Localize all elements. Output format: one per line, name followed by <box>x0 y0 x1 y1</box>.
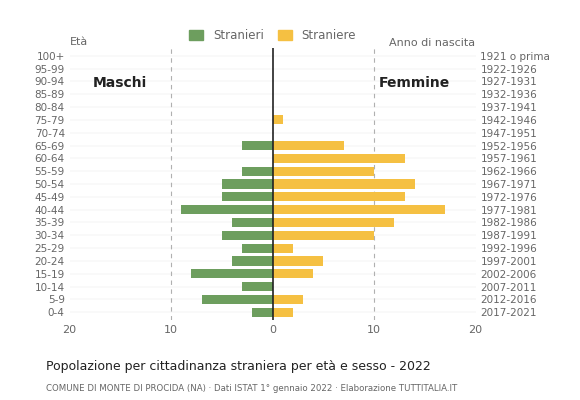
Bar <box>273 192 405 202</box>
Bar <box>273 205 445 214</box>
Bar <box>273 295 303 304</box>
Bar <box>232 218 273 227</box>
Text: Femmine: Femmine <box>379 76 450 90</box>
Bar <box>273 244 293 253</box>
Bar <box>273 179 415 189</box>
Bar <box>242 244 273 253</box>
Bar <box>273 308 293 317</box>
Bar <box>273 115 283 124</box>
Bar <box>202 295 273 304</box>
Bar <box>222 231 273 240</box>
Bar <box>273 141 343 150</box>
Bar <box>191 269 273 278</box>
Bar <box>242 166 273 176</box>
Text: Età: Età <box>70 37 88 47</box>
Text: COMUNE DI MONTE DI PROCIDA (NA) · Dati ISTAT 1° gennaio 2022 · Elaborazione TUTT: COMUNE DI MONTE DI PROCIDA (NA) · Dati I… <box>46 384 458 393</box>
Bar <box>181 205 273 214</box>
Text: Anno di nascita: Anno di nascita <box>390 38 476 48</box>
Bar <box>273 218 394 227</box>
Bar <box>273 166 374 176</box>
Text: Popolazione per cittadinanza straniera per età e sesso - 2022: Popolazione per cittadinanza straniera p… <box>46 360 431 373</box>
Text: Maschi: Maschi <box>93 76 147 90</box>
Bar <box>242 141 273 150</box>
Bar <box>242 282 273 291</box>
Legend: Stranieri, Straniere: Stranieri, Straniere <box>184 24 361 46</box>
Bar <box>232 256 273 266</box>
Bar <box>252 308 273 317</box>
Bar <box>222 179 273 189</box>
Bar <box>273 256 324 266</box>
Bar <box>222 192 273 202</box>
Bar <box>273 269 313 278</box>
Bar <box>273 231 374 240</box>
Bar <box>273 154 405 163</box>
